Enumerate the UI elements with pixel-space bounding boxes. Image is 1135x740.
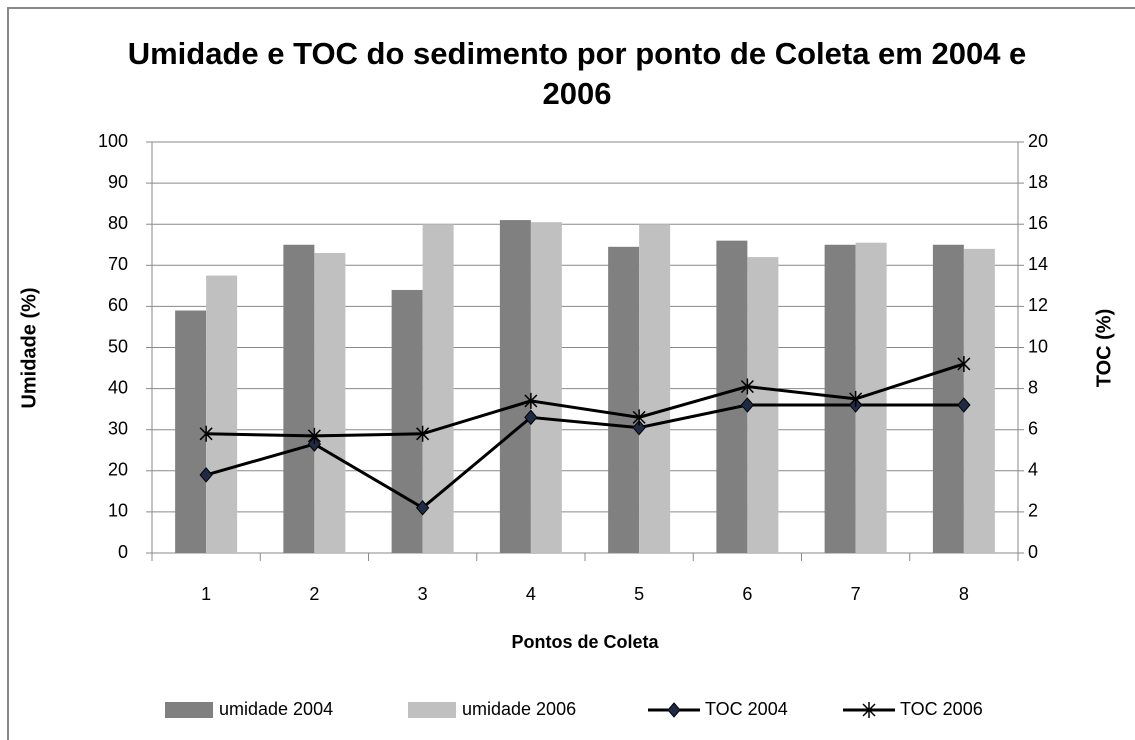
bar bbox=[530, 222, 562, 553]
x-tick-label: 8 bbox=[959, 584, 969, 604]
bar bbox=[206, 275, 238, 553]
y-tick-label: 40 bbox=[108, 377, 128, 397]
y-tick-label: 70 bbox=[108, 254, 128, 274]
x-tick-label: 4 bbox=[526, 584, 536, 604]
marker bbox=[957, 355, 971, 372]
y-tick-label: 10 bbox=[108, 501, 128, 521]
x-tick-label: 1 bbox=[201, 584, 211, 604]
bar bbox=[391, 289, 423, 553]
marker bbox=[957, 397, 971, 413]
x-tick-label: 5 bbox=[634, 584, 644, 604]
marker bbox=[415, 500, 430, 516]
y-tick-label: 50 bbox=[108, 336, 128, 356]
bar bbox=[499, 220, 531, 553]
x-tick-label: 2 bbox=[309, 584, 319, 604]
legend-label: TOC 2004 bbox=[705, 699, 788, 719]
y-tick-label: 20 bbox=[108, 460, 128, 480]
y2-tick-label: 8 bbox=[1028, 377, 1038, 397]
legend-marker bbox=[667, 702, 681, 718]
legend-label: umidade 2006 bbox=[462, 699, 576, 719]
bar bbox=[283, 244, 315, 553]
y-tick-label: 80 bbox=[108, 213, 128, 233]
y-tick-label: 60 bbox=[108, 295, 128, 315]
bar bbox=[314, 252, 346, 553]
x-axis-label: Pontos de Coleta bbox=[511, 632, 659, 652]
legend-label: TOC 2006 bbox=[900, 699, 983, 719]
line bbox=[206, 362, 965, 438]
y2-axis-label: TOC (%) bbox=[1093, 309, 1115, 388]
y-axis-label: Umidade (%) bbox=[18, 287, 40, 408]
marker bbox=[524, 392, 538, 409]
bar bbox=[963, 248, 995, 554]
y2-tick-label: 10 bbox=[1028, 336, 1048, 356]
legend-marker bbox=[862, 702, 876, 718]
marker bbox=[416, 425, 430, 442]
marker bbox=[740, 378, 754, 395]
y-tick-label: 100 bbox=[98, 131, 128, 151]
y2-tick-label: 6 bbox=[1028, 418, 1038, 438]
legend-label: umidade 2004 bbox=[219, 699, 333, 719]
y-tick-label: 0 bbox=[118, 542, 128, 562]
marker bbox=[632, 419, 646, 436]
marker bbox=[524, 409, 538, 426]
bar bbox=[639, 224, 671, 553]
bar bbox=[932, 244, 964, 553]
marker bbox=[199, 467, 213, 483]
y2-tick-label: 0 bbox=[1028, 542, 1038, 562]
y2-tick-label: 20 bbox=[1028, 131, 1048, 151]
marker bbox=[849, 390, 863, 407]
y2-tick-label: 14 bbox=[1028, 254, 1048, 274]
y2-tick-label: 12 bbox=[1028, 295, 1048, 315]
chart-title: Umidade e TOC do sedimento por ponto de … bbox=[127, 36, 1027, 111]
frame bbox=[7, 7, 1135, 740]
marker bbox=[199, 425, 213, 442]
x-tick-label: 7 bbox=[851, 584, 861, 604]
marker bbox=[632, 409, 646, 426]
y-tick-label: 30 bbox=[108, 418, 128, 438]
y2-tick-label: 18 bbox=[1028, 172, 1048, 192]
bar bbox=[716, 240, 748, 553]
x-tick-label: 6 bbox=[742, 584, 752, 604]
y2-tick-label: 2 bbox=[1028, 501, 1038, 521]
marker bbox=[307, 427, 321, 444]
marker bbox=[307, 436, 322, 452]
y2-tick-label: 16 bbox=[1028, 213, 1048, 233]
y-tick-label: 90 bbox=[108, 172, 128, 192]
bar bbox=[608, 246, 640, 553]
bar bbox=[422, 224, 454, 553]
legend-swatch bbox=[408, 702, 456, 718]
legend-swatch bbox=[165, 702, 213, 718]
y2-tick-label: 4 bbox=[1028, 460, 1038, 480]
bar bbox=[175, 310, 207, 553]
line bbox=[205, 403, 964, 510]
x-tick-label: 3 bbox=[418, 584, 428, 604]
marker bbox=[740, 397, 755, 413]
